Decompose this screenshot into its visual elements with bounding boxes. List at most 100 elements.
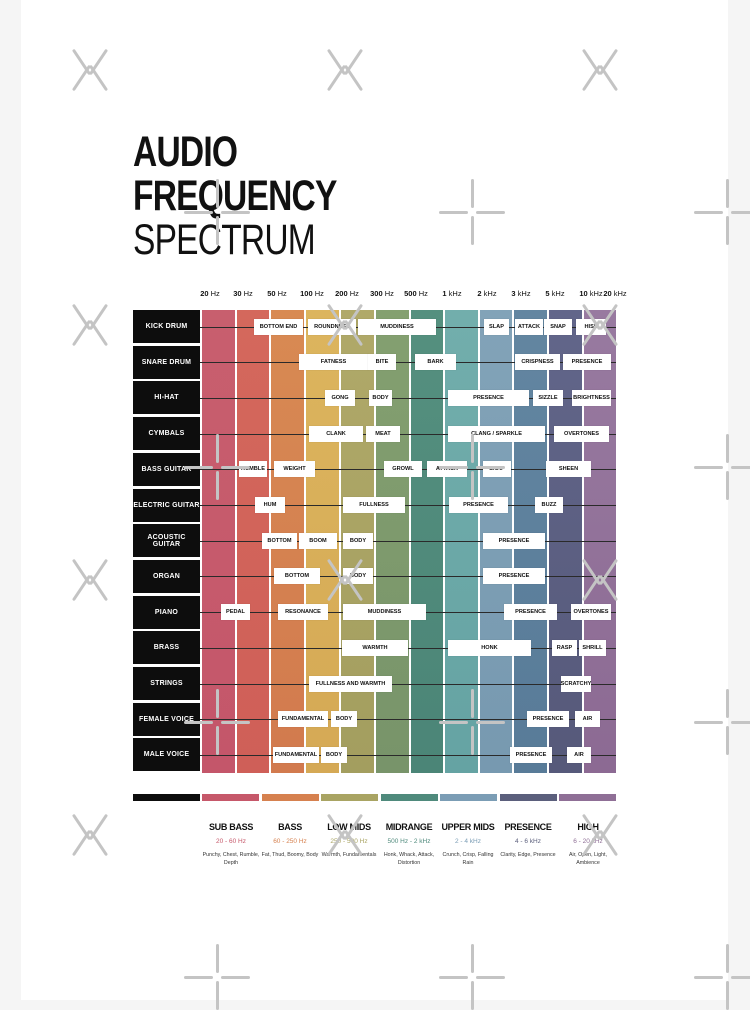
frequency-tag: CLANG / SPARKLE [448, 425, 545, 442]
band-color-bar [133, 794, 200, 801]
band-legend-item: UPPER MIDS 2 - 4 kHz Crunch, Crisp, Fallin… [439, 822, 497, 867]
frequency-tag: FULLNESS [343, 497, 405, 513]
frequency-tag: HONK [448, 639, 531, 656]
frequency-tag: HISS [576, 318, 606, 335]
band-range: 60 - 250 Hz [273, 838, 307, 845]
page-title: AUDIO FREQUENCY SPECTRUM [133, 130, 394, 262]
frequency-tag: PEDAL [221, 604, 250, 621]
instrument-row-line [200, 397, 616, 399]
band-name: PRESENCE [504, 822, 552, 832]
frequency-tag: BODY [321, 746, 347, 763]
instrument-row-line [200, 576, 616, 578]
band-range: 6 - 20 kHz [573, 838, 603, 845]
band-color-bar [321, 794, 378, 801]
frequency-tag: ROUNDNESS [308, 318, 356, 335]
frequency-tag: BARK [415, 354, 456, 371]
frequency-tick-label: 200 Hz [335, 289, 359, 298]
frequency-tag: RESONANCE [278, 604, 328, 621]
instrument-label: ORGAN [133, 559, 200, 593]
frequency-tag: FATNESS [299, 354, 368, 371]
frequency-tag: PRESENCE [448, 389, 529, 406]
frequency-tag: RASP [552, 639, 577, 656]
frequency-tick-label: 30 Hz [233, 289, 253, 298]
frequency-tag: SNAP [483, 461, 511, 478]
band-legend-item: HIGH 6 - 20 kHz Air, Open, Light, Ambience [559, 822, 617, 867]
frequency-tag: SHRILL [579, 639, 606, 656]
frequency-tag: CRISPNESS [515, 354, 560, 371]
frequency-tick-label: 10 kHz [579, 289, 603, 298]
band-color-bar [559, 794, 616, 801]
frequency-tag: OVERTONES [571, 604, 611, 621]
band-range: 2 - 4 kHz [454, 838, 481, 845]
frequency-tag: MUDDINESS [358, 318, 436, 335]
instrument-label: FEMALE VOICE [133, 702, 200, 736]
frequency-tag: SHEEN [546, 461, 591, 478]
instrument-row-line [200, 647, 616, 649]
frequency-tick-label: 3 kHz [511, 289, 531, 298]
band-description: Punchy, Chest, Rumble, Depth [202, 852, 260, 866]
instrument-label: HI-HAT [133, 381, 200, 415]
frequency-tag: BOTTOM [262, 532, 297, 549]
frequency-tag: BODY [343, 532, 373, 549]
frequency-tag: AIR [567, 746, 591, 763]
band-legend-item: BASS 60 - 250 Hz Fat, Thud, Boomy, Body [261, 822, 319, 859]
instrument-label: BASS GUITAR [133, 452, 200, 486]
band-range: 20 - 60 Hz [216, 838, 246, 845]
frequency-tick-label: 20 kHz [603, 289, 627, 298]
frequency-tag: GONG [325, 389, 355, 406]
band-name: SUB BASS [208, 822, 254, 832]
instrument-label: ACOUSTIC GUITAR [133, 524, 200, 558]
frequency-tag: HUM [255, 497, 285, 513]
title-line-2: FREQUENCY [133, 172, 337, 220]
frequency-tag: SIZZLE [533, 389, 563, 406]
instrument-row-line [200, 540, 616, 542]
instrument-label: STRINGS [133, 667, 200, 700]
frequency-tag: BODY [331, 711, 357, 728]
frequency-tick-label: 50 Hz [267, 289, 287, 298]
frequency-tick-label: 1 kHz [442, 289, 462, 298]
band-description: Air, Open, Light, Ambience [569, 852, 607, 866]
frequency-tick-label: 20 Hz [200, 289, 220, 298]
instrument-row-line [200, 362, 616, 364]
title-line-1: AUDIO [133, 128, 238, 176]
frequency-tag: ATTACK [427, 461, 467, 478]
frequency-tag: SCRATCHY [561, 675, 591, 692]
frequency-tag: BOOM [299, 532, 337, 549]
frequency-tag: SNAP [544, 318, 572, 335]
instrument-label: MALE VOICE [133, 738, 200, 772]
band-range: 500 Hz - 2 kHz [387, 838, 431, 845]
band-legend-item: SUB BASS 20 - 60 Hz Punchy, Chest, Rumble,… [202, 822, 260, 867]
frequency-tag: BUZZ [535, 497, 563, 513]
instrument-label: BRASS [133, 631, 200, 665]
frequency-tick-label: 500 Hz [404, 289, 428, 298]
frequency-tick-label: 2 kHz [477, 289, 497, 298]
frequency-tag: CLANK [309, 425, 363, 442]
band-description: Clarity, Edge, Presence [500, 852, 556, 858]
band-description: Crunch, Crisp, Falling Rain [442, 852, 494, 866]
band-description: Fat, Thud, Boomy, Body [261, 852, 319, 858]
frequency-tag: PRESENCE [449, 497, 508, 513]
frequency-tag: PRESENCE [483, 568, 545, 585]
frequency-tag: MEAT [366, 425, 400, 442]
frequency-tag: PRESENCE [483, 532, 545, 549]
frequency-tag: FULLNESS AND WARMTH [309, 675, 392, 692]
frequency-tag: MUDDINESS [343, 604, 426, 621]
band-description: Honk, Whack, Attack, Distortion [383, 852, 435, 866]
band-name: UPPER MIDS [441, 822, 495, 832]
instrument-label: PIANO [133, 595, 200, 629]
band-legend-item: PRESENCE 4 - 6 kHz Clarity, Edge, Presence [499, 822, 557, 859]
instrument-row-line [200, 719, 616, 721]
frequency-tag: OVERTONES [554, 425, 609, 442]
instrument-row-line [200, 754, 616, 756]
instrument-row-line [200, 683, 616, 685]
frequency-tick-label: 100 Hz [300, 289, 324, 298]
frequency-tag: SLAP [484, 318, 509, 335]
frequency-tag: BODY [369, 389, 392, 406]
instrument-label: ELECTRIC GUITAR [133, 488, 200, 522]
band-legend-item: MIDRANGE 500 Hz - 2 kHz Honk, Whack, Attac… [380, 822, 438, 867]
frequency-tick-label: 5 kHz [545, 289, 565, 298]
frequency-tag: BODY [343, 568, 373, 585]
instrument-label: KICK DRUM [133, 310, 200, 343]
band-range: 4 - 6 kHz [514, 838, 541, 845]
instrument-label: CYMBALS [133, 417, 200, 451]
